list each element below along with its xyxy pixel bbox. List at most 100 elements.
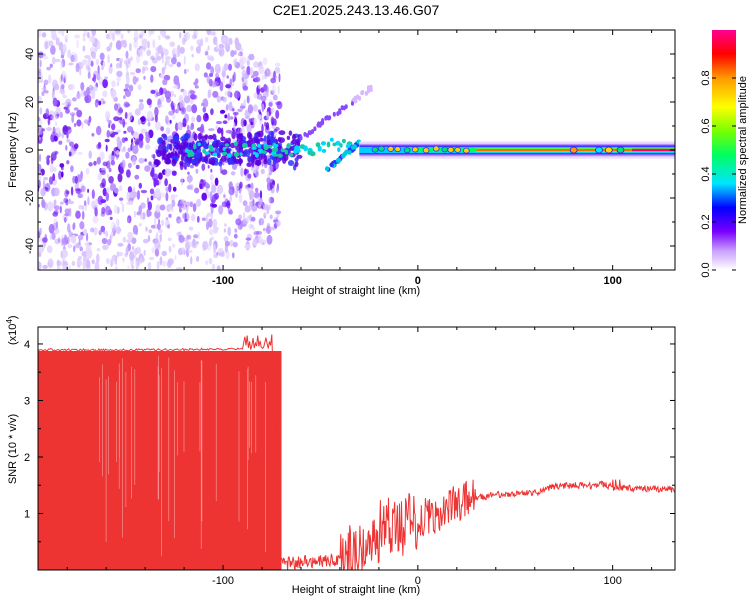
spectrogram-noise-cell	[66, 160, 70, 165]
spectrogram-noise-cell	[196, 255, 200, 263]
spectrogram-noise-cell	[115, 30, 121, 34]
spectrogram-noise-cell	[132, 156, 137, 166]
spectrogram-noise-cell	[58, 89, 66, 95]
spectrogram-noise-cell	[121, 203, 125, 213]
spectrogram-noise-cell	[259, 190, 263, 200]
spectrogram-noise-cell	[64, 213, 70, 217]
spectrogram-noise-cell	[252, 104, 258, 112]
spectrogram-highlight-cell	[293, 148, 299, 154]
spectrogram-noise-cell	[244, 244, 251, 250]
spectrogram-noise-cell	[171, 57, 177, 65]
spectrogram-noise-cell	[177, 219, 183, 223]
spectrogram-noise-cell	[175, 122, 179, 132]
spectrogram-noise-cell	[90, 227, 95, 233]
snr-series-line	[38, 334, 282, 554]
spectrogram-noise-cell	[232, 186, 235, 194]
spectrogram-highlight-cell	[212, 152, 218, 157]
snr-ytick-label: 2	[24, 452, 30, 464]
spectrogram-branch-cell	[299, 135, 303, 141]
spectrogram-noise-cell	[202, 106, 207, 113]
spectrogram-noise-cell	[150, 195, 154, 201]
spectrogram-noise-cell	[228, 102, 232, 109]
snr-marks	[38, 334, 675, 570]
spectrogram-noise-cell	[275, 210, 282, 215]
spectrogram-noise-cell	[51, 232, 56, 240]
spectrogram-branch-cell	[364, 91, 368, 96]
spectrogram-noise-cell	[63, 234, 68, 244]
spectrogram-noise-cell	[216, 265, 221, 270]
spectrogram-noise-cell	[228, 130, 233, 135]
spectrogram-noise-cell	[43, 177, 49, 181]
spectrogram-noise-cell	[79, 246, 83, 252]
spectrogram-noise-cell	[240, 167, 244, 177]
spectrogram-noise-cell	[52, 97, 58, 107]
spectrogram-noise-cell	[105, 258, 110, 265]
spectrogram-noise-cell	[138, 182, 142, 189]
spectrogram-noise-cell	[216, 95, 222, 103]
spectrogram-noise-cell	[88, 162, 93, 167]
spectrogram-highlight-cell	[341, 138, 346, 144]
spectrogram-noise-cell	[95, 58, 100, 66]
spectrogram-noise-cell	[87, 31, 90, 39]
spectrogram-noise-cell	[130, 56, 133, 61]
spectrogram-branch-cell	[324, 166, 330, 172]
spectrogram-noise-cell	[97, 195, 104, 205]
spectrogram-noise-cell	[111, 231, 114, 239]
spectrogram-band-cell	[183, 132, 191, 140]
spectrogram-noise-cell	[156, 92, 161, 97]
spectrogram-noise-cell	[134, 174, 140, 180]
spectrogram-noise-cell	[144, 165, 151, 172]
spectrogram-noise-cell	[111, 221, 116, 232]
spectrogram-highlight-cell	[286, 143, 291, 149]
spectrogram-noise-cell	[38, 261, 42, 270]
spectrogram-noise-cell	[68, 265, 71, 270]
spectrogram-band-cell	[220, 136, 226, 142]
spectrogram-noise-cell	[260, 168, 265, 175]
spectrogram-noise-cell	[276, 187, 279, 193]
spectrogram-noise-cell	[212, 90, 219, 98]
spectrogram-noise-cell	[83, 30, 88, 37]
spectrogram-noise-cell	[77, 151, 83, 156]
spectrogram-noise-cell	[77, 193, 83, 199]
spectrogram-noise-cell	[149, 188, 155, 195]
spectrogram-noise-cell	[137, 260, 140, 267]
spectrogram-noise-cell	[229, 239, 234, 247]
spectrogram-noise-cell	[110, 63, 113, 68]
spectrogram-noise-cell	[138, 157, 145, 164]
spectrogram-noise-cell	[77, 174, 83, 183]
spectrogram-band-cell	[294, 161, 299, 167]
spectrogram-noise-cell	[95, 99, 99, 103]
spectrogram-noise-cell	[123, 146, 126, 151]
spectrogram-noise-cell	[39, 107, 43, 115]
spectrogram-noise-cell	[111, 80, 116, 88]
spectrogram-noise-cell	[278, 73, 281, 83]
spectrogram-noise-cell	[235, 218, 242, 226]
spectrogram-noise-cell	[263, 212, 267, 216]
spectrogram-noise-cell	[132, 75, 137, 85]
colorbar-ticks: 0.0 0.2 0.4 0.6 0.8	[700, 70, 736, 278]
spectrogram-noise-cell	[55, 58, 61, 63]
spectrogram-noise-cell	[165, 127, 171, 135]
spectrogram-noise-cell	[211, 184, 217, 194]
spectrogram-noise-cell	[38, 117, 41, 122]
spectrogram-noise-cell	[113, 204, 118, 214]
spectrogram-noise-cell	[210, 108, 214, 116]
spectrogram-noise-cell	[168, 183, 172, 193]
spectrogram-noise-cell	[183, 31, 191, 41]
spectrogram-noise-cell	[111, 33, 116, 41]
spectrogram-noise-cell	[242, 200, 248, 207]
spectrogram-noise-cell	[57, 237, 61, 243]
spectrogram-band-cell	[165, 153, 173, 158]
spectrogram-noise-cell	[122, 236, 127, 243]
spectrogram-noise-cell	[150, 66, 157, 73]
spectrogram-noise-cell	[253, 70, 259, 77]
spectrogram-band-cell	[248, 157, 253, 162]
spectrogram-noise-cell	[145, 131, 149, 137]
spectrogram-noise-cell	[199, 125, 204, 134]
spectrogram-noise-cell	[128, 42, 132, 52]
spectrogram-band-cell	[243, 149, 251, 158]
spectrogram-noise-cell	[181, 37, 186, 45]
spectrogram-bead	[454, 146, 462, 153]
spectrogram-noise-cell	[105, 230, 109, 238]
spectrogram-noise-cell	[93, 73, 96, 83]
